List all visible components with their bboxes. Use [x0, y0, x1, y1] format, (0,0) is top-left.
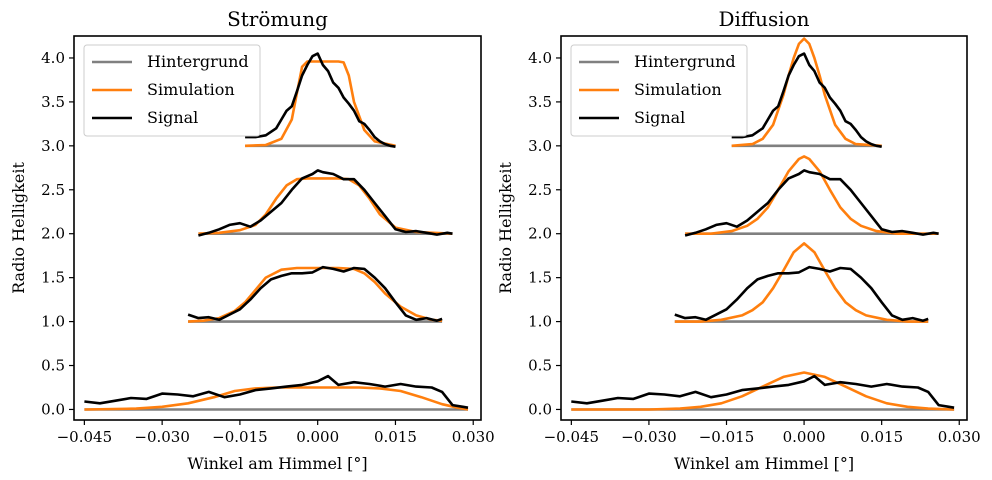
series-line-simulation-3	[245, 60, 396, 148]
y-tick-label: 2.0	[528, 225, 552, 243]
axes-frame	[560, 35, 968, 421]
y-tick-label: 3.0	[528, 137, 552, 155]
x-tick-label: −0.030	[134, 428, 190, 446]
legend-label-hintergrund: Hintergrund	[147, 52, 249, 71]
plot-area	[84, 52, 469, 411]
y-tick-label: 0.0	[41, 400, 65, 418]
series-line-simulation-2	[198, 177, 453, 235]
legend-label-signal: Signal	[147, 108, 198, 127]
x-tick-label: −0.045	[544, 428, 600, 446]
y-tick-label: 3.0	[41, 137, 65, 155]
y-axis-label: Radio Helligkeit	[496, 162, 515, 294]
x-tick-label: −0.015	[212, 428, 268, 446]
legend-label-simulation: Simulation	[634, 80, 722, 99]
legend-box	[570, 44, 748, 137]
series-line-signal-3	[731, 52, 882, 148]
x-tick-label: 0.030	[452, 428, 495, 446]
y-tick-label: 1.5	[528, 269, 552, 287]
series-line-signal-2	[684, 169, 939, 237]
y-axis-label: Radio Helligkeit	[9, 162, 28, 294]
y-tick-label: 1.0	[528, 313, 552, 331]
x-tick-label: −0.015	[699, 428, 755, 446]
y-tick-label: 2.5	[41, 181, 65, 199]
y-tick-label: 0.5	[528, 357, 552, 375]
x-tick-label: 0.015	[374, 428, 417, 446]
series-line-simulation-0	[571, 371, 955, 411]
y-tick-label: 0.0	[528, 400, 552, 418]
chart-title: Strömung	[227, 7, 328, 31]
series-line-signal-3	[245, 52, 396, 148]
series-line-signal-1	[674, 265, 929, 323]
y-tick-label: 4.0	[528, 49, 552, 67]
axes-frame	[73, 35, 482, 421]
series-line-signal-1	[187, 265, 443, 323]
y-tick-label: 0.5	[41, 357, 65, 375]
chart-title: Diffusion	[718, 7, 809, 31]
series-line-simulation-0	[84, 386, 469, 411]
legend-label-signal: Signal	[634, 108, 685, 127]
x-axis-label: Winkel am Himmel [°]	[187, 454, 367, 473]
series-line-simulation-3	[731, 37, 882, 148]
x-tick-label: 0.030	[938, 428, 981, 446]
x-tick-label: 0.015	[860, 428, 903, 446]
legend-box	[83, 44, 261, 137]
series-line-simulation-1	[674, 242, 929, 323]
y-tick-label: 2.5	[528, 181, 552, 199]
legend-label-simulation: Simulation	[147, 80, 235, 99]
x-tick-label: −0.045	[57, 428, 113, 446]
x-tick-label: 0.000	[296, 428, 339, 446]
y-tick-label: 1.5	[41, 269, 65, 287]
x-axis-label: Winkel am Himmel [°]	[674, 454, 854, 473]
y-tick-label: 3.5	[528, 93, 552, 111]
y-tick-label: 2.0	[41, 225, 65, 243]
series-line-simulation-2	[685, 155, 939, 235]
legend-label-hintergrund: Hintergrund	[634, 52, 736, 71]
panel-stroemung: −0.045 −0.030 −0.015 0.000 0.015 0.030 0.0 0.5 1…	[9, 7, 495, 473]
x-tick-label: −0.030	[621, 428, 677, 446]
x-tick-label: 0.000	[783, 428, 826, 446]
panel-diffusion: −0.045 −0.030 −0.015 0.000 0.015 0.030 0.0 0.5 1…	[496, 7, 981, 473]
series-line-signal-0	[571, 374, 955, 409]
y-tick-label: 1.0	[41, 313, 65, 331]
series-line-signal-0	[84, 374, 469, 409]
plot-area	[571, 37, 955, 411]
series-line-signal-2	[198, 169, 453, 237]
y-tick-label: 3.5	[41, 93, 65, 111]
y-tick-label: 4.0	[41, 49, 65, 67]
